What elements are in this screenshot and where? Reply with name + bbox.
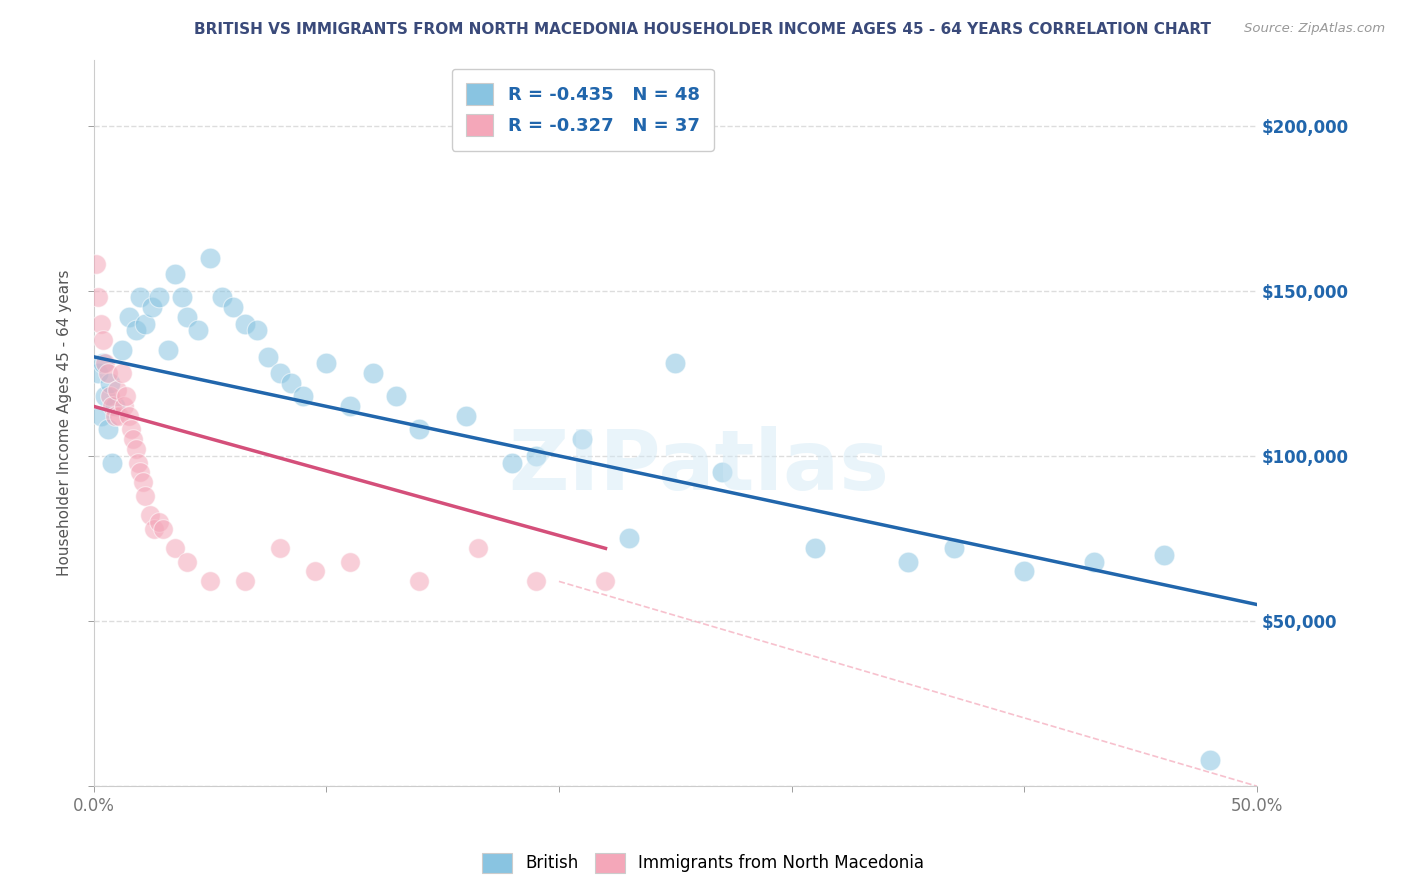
Point — [304, 565, 326, 579]
Point — [101, 455, 124, 469]
Point — [315, 356, 337, 370]
Point — [94, 389, 117, 403]
Point — [104, 400, 127, 414]
Point — [152, 522, 174, 536]
Point — [408, 574, 430, 589]
Point — [148, 515, 170, 529]
Point — [124, 442, 146, 457]
Point — [129, 290, 152, 304]
Point — [257, 350, 280, 364]
Point — [176, 555, 198, 569]
Point — [198, 251, 221, 265]
Point — [176, 310, 198, 325]
Point — [897, 555, 920, 569]
Point — [120, 422, 142, 436]
Point — [467, 541, 489, 556]
Point — [664, 356, 686, 370]
Text: BRITISH VS IMMIGRANTS FROM NORTH MACEDONIA HOUSEHOLDER INCOME AGES 45 - 64 YEARS: BRITISH VS IMMIGRANTS FROM NORTH MACEDON… — [194, 22, 1212, 37]
Point — [943, 541, 966, 556]
Point — [269, 541, 291, 556]
Point — [1083, 555, 1105, 569]
Point — [222, 300, 245, 314]
Point — [148, 290, 170, 304]
Point — [1012, 565, 1035, 579]
Point — [134, 317, 156, 331]
Point — [127, 455, 149, 469]
Point — [165, 267, 187, 281]
Point — [98, 389, 121, 403]
Point — [233, 317, 256, 331]
Point — [115, 389, 138, 403]
Point — [501, 455, 523, 469]
Point — [339, 400, 361, 414]
Point — [804, 541, 827, 556]
Point — [143, 522, 166, 536]
Point — [87, 290, 110, 304]
Point — [84, 257, 107, 271]
Point — [138, 508, 160, 523]
Point — [245, 323, 267, 337]
Point — [187, 323, 209, 337]
Point — [90, 409, 112, 424]
Text: Source: ZipAtlas.com: Source: ZipAtlas.com — [1244, 22, 1385, 36]
Point — [87, 367, 110, 381]
Point — [198, 574, 221, 589]
Point — [1199, 753, 1222, 767]
Legend: British, Immigrants from North Macedonia: British, Immigrants from North Macedonia — [475, 847, 931, 880]
Point — [111, 343, 134, 358]
Point — [129, 466, 152, 480]
Point — [524, 574, 547, 589]
Point — [269, 367, 291, 381]
Point — [122, 433, 145, 447]
Point — [111, 367, 134, 381]
Point — [385, 389, 408, 403]
Point — [104, 409, 127, 424]
Point — [292, 389, 315, 403]
Point — [408, 422, 430, 436]
Point — [339, 555, 361, 569]
Point — [97, 422, 120, 436]
Point — [617, 532, 640, 546]
Point — [124, 323, 146, 337]
Point — [141, 300, 163, 314]
Point — [94, 356, 117, 370]
Point — [280, 376, 302, 391]
Point — [91, 334, 114, 348]
Point — [90, 317, 112, 331]
Point — [595, 574, 617, 589]
Point — [97, 367, 120, 381]
Point — [710, 466, 733, 480]
Point — [571, 433, 593, 447]
Point — [98, 376, 121, 391]
Text: ZIPatlas: ZIPatlas — [508, 426, 889, 507]
Y-axis label: Householder Income Ages 45 - 64 years: Householder Income Ages 45 - 64 years — [58, 269, 72, 576]
Point — [91, 356, 114, 370]
Point — [134, 489, 156, 503]
Point — [1153, 548, 1175, 562]
Point — [454, 409, 477, 424]
Point — [524, 449, 547, 463]
Point — [112, 400, 135, 414]
Point — [211, 290, 233, 304]
Point — [105, 383, 128, 397]
Legend: R = -0.435   N = 48, R = -0.327   N = 37: R = -0.435 N = 48, R = -0.327 N = 37 — [451, 69, 714, 151]
Point — [165, 541, 187, 556]
Point — [131, 475, 153, 490]
Point — [172, 290, 194, 304]
Point — [101, 400, 124, 414]
Point — [117, 310, 139, 325]
Point — [108, 409, 131, 424]
Point — [233, 574, 256, 589]
Point — [361, 367, 384, 381]
Point — [157, 343, 180, 358]
Point — [117, 409, 139, 424]
